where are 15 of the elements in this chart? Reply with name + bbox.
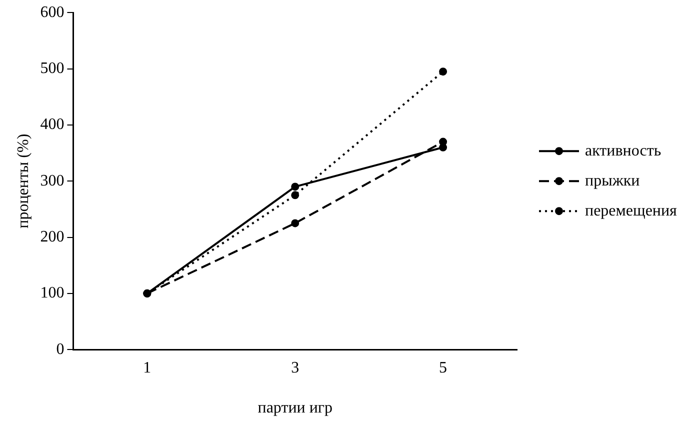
- y-tick-label: 100: [40, 284, 64, 302]
- x-tick-label: 1: [143, 359, 152, 376]
- legend-label: прыжки: [585, 172, 640, 190]
- y-tick-label: 300: [40, 172, 64, 190]
- legend-label: перемещения: [585, 202, 677, 220]
- x-axis-title: партии игр: [258, 400, 332, 417]
- y-tick-label: 200: [40, 228, 64, 246]
- x-tick-label: 5: [439, 359, 448, 376]
- y-tick-label: 600: [40, 4, 64, 21]
- x-tick-label: 3: [291, 359, 300, 376]
- y-tick-label: 400: [40, 116, 64, 134]
- y-tick-label: 0: [56, 340, 64, 358]
- y-tick-label: 500: [40, 60, 64, 77]
- legend-label: активность: [585, 142, 662, 160]
- y-axis-title: проценты (%): [14, 134, 32, 228]
